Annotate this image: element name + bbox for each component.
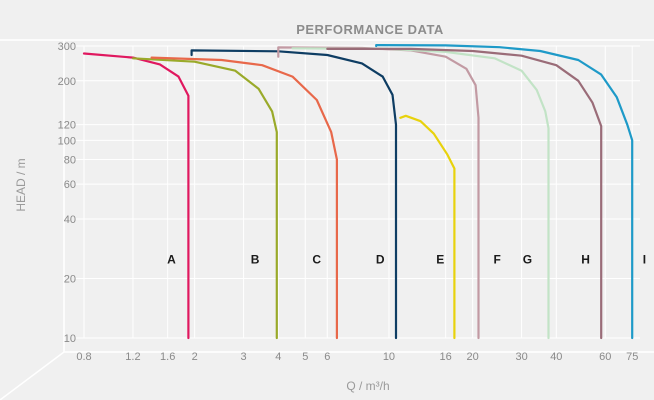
y-tick-label: 10 xyxy=(64,333,76,345)
series-layer: A B C D E F G H I xyxy=(82,44,646,340)
series-line-e xyxy=(399,114,456,340)
series-label-g: G xyxy=(523,252,532,266)
x-tick-label: 3 xyxy=(241,351,247,363)
chart-title: PERFORMANCE DATA xyxy=(296,22,444,37)
x-tick-label: 20 xyxy=(467,351,479,363)
series-label-h: H xyxy=(581,252,590,266)
x-tick-label: 0.8 xyxy=(76,351,91,363)
x-tick-label: 5 xyxy=(302,351,308,363)
y-axis-title: HEAD / m xyxy=(14,158,28,211)
series-label-c: C xyxy=(312,252,321,266)
y-tick-label: 40 xyxy=(64,214,76,226)
series-label-d: D xyxy=(376,252,385,266)
x-tick-label: 10 xyxy=(383,351,395,363)
series-line-g xyxy=(291,47,550,340)
series-line-i xyxy=(375,44,634,340)
floor-diagonal-line xyxy=(0,351,65,400)
x-tick-label: 40 xyxy=(550,351,562,363)
x-tick-label: 30 xyxy=(515,351,527,363)
x-tick-label: 2 xyxy=(192,351,198,363)
x-tick-label: 1.2 xyxy=(125,351,140,363)
y-tick-label: 300 xyxy=(58,41,76,53)
x-axis-title: Q / m³/h xyxy=(346,379,389,393)
y-tick-label: 20 xyxy=(64,273,76,285)
axis-decoration xyxy=(0,39,654,400)
y-tick-label: 60 xyxy=(64,179,76,191)
series-line-c xyxy=(150,56,338,340)
series-line-d xyxy=(190,49,398,340)
x-tick-label: 4 xyxy=(275,351,281,363)
y-tick-label: 120 xyxy=(58,120,76,132)
series-label-e: E xyxy=(436,252,444,266)
y-tick-label: 100 xyxy=(58,135,76,147)
grid xyxy=(74,45,640,339)
x-tick-label: 6 xyxy=(324,351,330,363)
x-tick-label: 75 xyxy=(626,351,638,363)
series-line-b xyxy=(131,57,278,340)
series-label-b: B xyxy=(251,252,260,266)
y-tick-label: 80 xyxy=(64,154,76,166)
x-tick-label: 16 xyxy=(440,351,452,363)
series-label-i: I xyxy=(643,252,646,266)
series-line-a xyxy=(82,52,190,340)
x-tick-label: 60 xyxy=(599,351,611,363)
series-label-f: F xyxy=(493,252,500,266)
tick-labels: 0.8 1.2 1.6 2 3 4 5 6 10 16 20 30 40 60 75 10 20 40 60 80 10… xyxy=(58,41,639,363)
series-line-h xyxy=(326,47,603,340)
y-tick-label: 200 xyxy=(58,76,76,88)
series-label-a: A xyxy=(167,252,176,266)
x-tick-label: 1.6 xyxy=(160,351,175,363)
